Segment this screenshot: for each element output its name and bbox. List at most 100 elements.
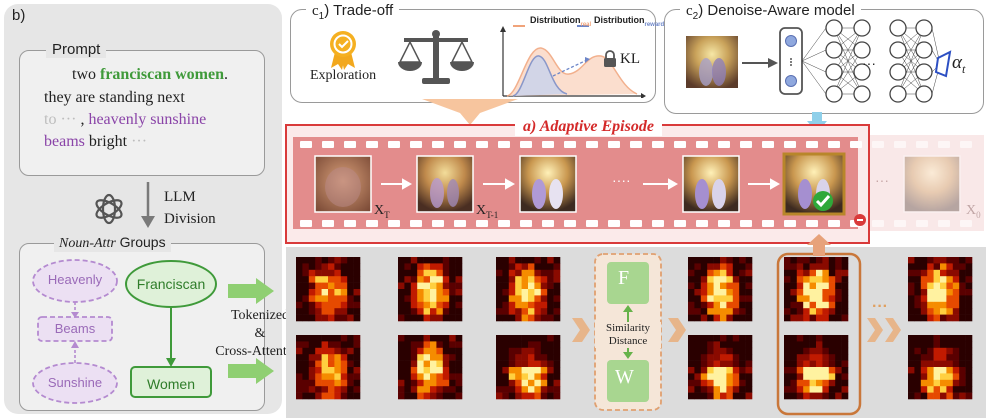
adaptive-episode-title: a) Adaptive Episode (515, 118, 662, 136)
title-sub: 2 (692, 11, 699, 22)
prompt-text: two (72, 66, 100, 83)
tokenize-label: Tokenized & Cross-Attention (210, 307, 310, 361)
film-hole (872, 220, 884, 227)
node-franciscan: Franciscan (136, 276, 206, 292)
film-hole (564, 141, 576, 148)
prompt-text: . (223, 66, 228, 83)
nn-node (853, 41, 871, 59)
groups-title-italic: Noun-Attr (59, 236, 116, 251)
neural-network-diagram (779, 19, 952, 103)
noun-attr-graph (32, 259, 217, 404)
title-rest: ) Denoise-Aware model (698, 2, 855, 19)
prompt-text: , (76, 111, 89, 128)
film-hole (762, 220, 774, 227)
film-hole (542, 141, 554, 148)
attention-heatmap (688, 257, 753, 322)
x-symbol: X (966, 203, 977, 218)
film-hole (498, 141, 510, 148)
film-hole (960, 220, 972, 227)
x-sub: 0 (976, 209, 981, 220)
llm-logo-icon (95, 193, 123, 225)
prompt-line-4: beams bright ··· (44, 133, 147, 151)
attn-ellipsis: ··· (872, 298, 888, 315)
node-heavenly: Heavenly (47, 272, 103, 287)
film-hole (696, 220, 708, 227)
film-hole (894, 141, 906, 148)
balance-scale-icon (398, 30, 474, 84)
kl-label: KL (620, 51, 640, 67)
title-sub: 1 (318, 11, 325, 22)
nn-node (853, 85, 871, 103)
tradeoff-to-episode-arrow (422, 99, 518, 125)
film-hole (872, 141, 884, 148)
legend-reward: Distributionreward (594, 15, 664, 28)
llm-label: LLM (164, 189, 196, 205)
tokenize-arrow-top (228, 278, 274, 304)
legend-real: Distributionreal (530, 15, 591, 28)
attention-heatmap (398, 335, 463, 400)
nn-node (915, 85, 933, 103)
label-x0: X0 (966, 203, 981, 220)
film-hole (674, 141, 686, 148)
film-hole (432, 220, 444, 227)
title-c: c (686, 3, 693, 19)
film-hole (344, 220, 356, 227)
film-hole (718, 220, 730, 227)
legend-reward-text: Distribution (594, 15, 645, 25)
input-image-thumbnail (686, 36, 738, 88)
film-hole (828, 220, 840, 227)
prompt-attr-heavenly-sunshine: heavenly sunshine (88, 111, 207, 128)
panel-c2-title: c2) Denoise-Aware model (680, 2, 861, 22)
nn-node (853, 19, 871, 37)
attention-heatmap (784, 335, 849, 400)
award-medal-icon (330, 31, 356, 70)
nn-node (825, 63, 843, 81)
similarity-line: Similarity (606, 322, 650, 334)
film-hole (586, 141, 598, 148)
x-symbol: X (374, 203, 385, 218)
nn-node (889, 19, 907, 37)
film-hole (784, 141, 796, 148)
nn-node (889, 41, 907, 59)
film-hole (344, 141, 356, 148)
film-hole (300, 220, 312, 227)
attention-heatmap (908, 335, 973, 400)
panel-c1-title: c1) Trade-off (306, 2, 400, 22)
legend-reward-sub: reward (644, 21, 665, 28)
film-hole (454, 141, 466, 148)
x-sub: T (384, 209, 390, 220)
prompt-title: Prompt (46, 41, 107, 58)
attention-heatmaps (296, 257, 973, 400)
nn-node (915, 41, 933, 59)
tokenize-label-line: Tokenized (230, 308, 290, 323)
x-symbol: X (476, 203, 487, 218)
film-hole (542, 220, 554, 227)
film-hole (476, 220, 488, 227)
film-hole (916, 141, 928, 148)
film-hole (938, 220, 950, 227)
node-women: Women (147, 376, 195, 392)
double-chevron-right-icon (867, 318, 901, 342)
nn-node (889, 63, 907, 81)
film-hole (454, 220, 466, 227)
distance-line: Distance (608, 335, 648, 347)
label-xT: XT (374, 203, 390, 220)
film-hole (806, 220, 818, 227)
film-hole (498, 220, 510, 227)
nn-node (853, 63, 871, 81)
film-hole (608, 141, 620, 148)
groups-title-rest: Groups (115, 234, 166, 250)
similarity-distance-label: Similarity Distance (595, 322, 661, 348)
similarity-w: W (615, 366, 634, 388)
film-hole (718, 141, 730, 148)
alpha-t-label: αt (952, 52, 965, 77)
attention-heatmap (496, 335, 561, 400)
film-hole (630, 141, 642, 148)
exploration-label: Exploration (310, 68, 377, 83)
film-hole (630, 220, 642, 227)
episode-frames (314, 152, 961, 216)
film-hole (784, 220, 796, 227)
film-hole (696, 141, 708, 148)
prompt-line-3: to ··· , heavenly sunshine (44, 111, 206, 129)
episode-faded-ellipsis: ··· (875, 172, 889, 188)
